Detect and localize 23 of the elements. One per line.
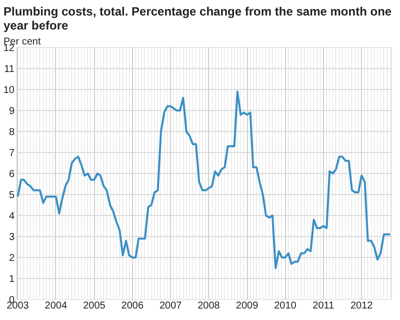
- x-tick-label: 2004: [44, 300, 68, 312]
- x-tick-label: 2011: [312, 300, 335, 312]
- x-tick-label: 2006: [121, 300, 144, 312]
- x-tick-label: 2005: [83, 300, 106, 312]
- x-tick-label: 2007: [159, 300, 182, 312]
- x-tick-label: 2008: [198, 300, 220, 312]
- y-tick-label: 4: [8, 211, 15, 222]
- y-tick-label: 8: [8, 127, 15, 138]
- y-tick-label: 1: [8, 274, 15, 285]
- y-tick-label: 11: [4, 64, 15, 75]
- y-tick-label: 7: [8, 148, 15, 159]
- y-tick-label: 9: [8, 106, 15, 117]
- y-tick-label: 12: [3, 43, 15, 54]
- y-tick-label: 2: [8, 253, 15, 264]
- chart-title: Plumbing costs, total. Percentage change from the same month one year before: [4, 4, 392, 32]
- y-tick-label: 5: [8, 190, 15, 201]
- y-tick-label: 6: [8, 169, 15, 180]
- x-tick-label: 2012: [350, 300, 374, 312]
- line-series: [16, 90, 392, 269]
- y-tick-label: 3: [8, 232, 15, 243]
- x-tick-label: 2009: [236, 300, 259, 312]
- y-tick-label: 10: [3, 85, 15, 96]
- x-tick-label: 2010: [274, 300, 297, 312]
